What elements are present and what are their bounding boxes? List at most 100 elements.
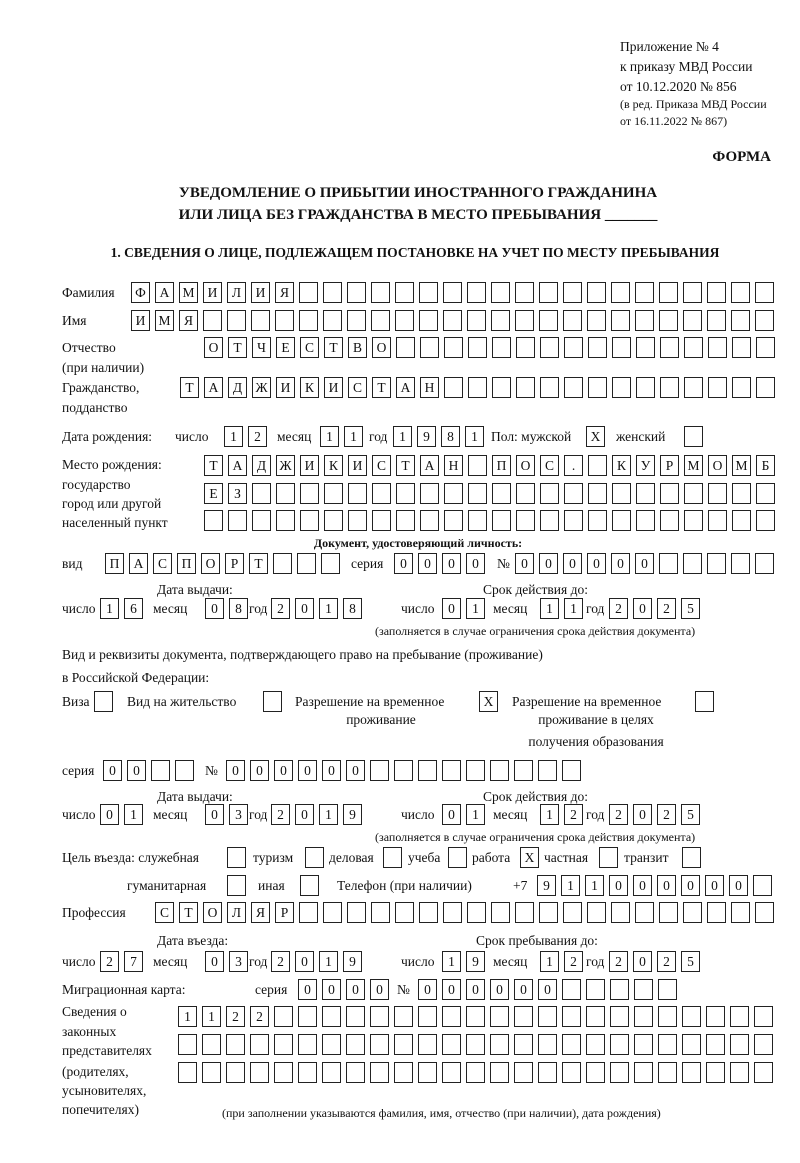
char-box[interactable] <box>754 1006 773 1027</box>
char-box[interactable]: Т <box>372 377 391 398</box>
char-box[interactable] <box>275 310 294 331</box>
checkbox-cell[interactable] <box>305 847 324 868</box>
char-box[interactable]: 2 <box>609 804 628 825</box>
char-box[interactable] <box>299 282 318 303</box>
char-box[interactable] <box>202 1062 221 1083</box>
char-box[interactable] <box>298 1034 317 1055</box>
char-box[interactable]: И <box>203 282 222 303</box>
char-box[interactable]: И <box>131 310 150 331</box>
char-box[interactable] <box>492 377 511 398</box>
char-box[interactable] <box>396 337 415 358</box>
char-box[interactable] <box>707 553 726 574</box>
char-box[interactable] <box>612 377 631 398</box>
char-box[interactable] <box>730 1062 749 1083</box>
char-box[interactable] <box>636 510 655 531</box>
char-box[interactable]: 0 <box>295 951 314 972</box>
char-box[interactable] <box>347 282 366 303</box>
char-box[interactable]: 1 <box>344 426 363 447</box>
char-box[interactable]: О <box>708 455 727 476</box>
char-box[interactable]: Ж <box>252 377 271 398</box>
char-box[interactable]: 2 <box>609 598 628 619</box>
char-box[interactable]: 0 <box>587 553 606 574</box>
char-box[interactable] <box>274 1062 293 1083</box>
char-box[interactable] <box>753 875 772 896</box>
char-box[interactable]: 0 <box>609 875 628 896</box>
char-box[interactable] <box>659 282 678 303</box>
char-box[interactable]: П <box>492 455 511 476</box>
char-box[interactable]: 2 <box>564 951 583 972</box>
char-box[interactable]: 0 <box>205 598 224 619</box>
char-box[interactable]: А <box>129 553 148 574</box>
char-box[interactable] <box>588 455 607 476</box>
char-box[interactable] <box>297 553 316 574</box>
char-box[interactable] <box>563 282 582 303</box>
char-box[interactable] <box>754 1034 773 1055</box>
char-box[interactable] <box>395 902 414 923</box>
char-box[interactable] <box>682 1006 701 1027</box>
char-box[interactable] <box>586 1006 605 1027</box>
char-box[interactable]: 0 <box>346 979 365 1000</box>
char-box[interactable]: М <box>684 455 703 476</box>
char-box[interactable] <box>371 310 390 331</box>
char-box[interactable] <box>610 1062 629 1083</box>
char-box[interactable] <box>563 902 582 923</box>
char-box[interactable]: 2 <box>248 426 267 447</box>
char-box[interactable]: 3 <box>229 804 248 825</box>
char-box[interactable] <box>419 282 438 303</box>
char-box[interactable] <box>418 1062 437 1083</box>
char-box[interactable]: 2 <box>226 1006 245 1027</box>
char-box[interactable] <box>731 310 750 331</box>
char-box[interactable]: 0 <box>633 804 652 825</box>
char-box[interactable] <box>538 1006 557 1027</box>
char-box[interactable] <box>755 282 774 303</box>
char-box[interactable] <box>706 1006 725 1027</box>
checkbox-cell[interactable] <box>94 691 113 712</box>
char-box[interactable] <box>732 510 751 531</box>
char-box[interactable] <box>298 1062 317 1083</box>
char-box[interactable]: 0 <box>729 875 748 896</box>
char-box[interactable]: Ф <box>131 282 150 303</box>
char-box[interactable] <box>708 510 727 531</box>
char-box[interactable]: 1 <box>466 598 485 619</box>
char-box[interactable] <box>467 902 486 923</box>
char-box[interactable] <box>419 310 438 331</box>
char-box[interactable] <box>370 1006 389 1027</box>
char-box[interactable] <box>420 483 439 504</box>
char-box[interactable] <box>444 483 463 504</box>
char-box[interactable]: 1 <box>202 1006 221 1027</box>
char-box[interactable]: И <box>251 282 270 303</box>
char-box[interactable] <box>539 310 558 331</box>
char-box[interactable]: Т <box>324 337 343 358</box>
char-box[interactable] <box>731 282 750 303</box>
char-box[interactable] <box>514 1062 533 1083</box>
char-box[interactable]: С <box>372 455 391 476</box>
char-box[interactable]: О <box>203 902 222 923</box>
char-box[interactable]: 0 <box>322 760 341 781</box>
char-box[interactable]: 9 <box>417 426 436 447</box>
char-box[interactable] <box>540 377 559 398</box>
char-box[interactable] <box>468 510 487 531</box>
char-box[interactable] <box>660 337 679 358</box>
char-box[interactable] <box>756 377 775 398</box>
char-box[interactable]: Р <box>660 455 679 476</box>
char-box[interactable]: 2 <box>657 598 676 619</box>
char-box[interactable]: И <box>276 377 295 398</box>
char-box[interactable]: 1 <box>319 951 338 972</box>
char-box[interactable] <box>468 483 487 504</box>
char-box[interactable]: 0 <box>490 979 509 1000</box>
char-box[interactable] <box>588 510 607 531</box>
char-box[interactable] <box>299 310 318 331</box>
char-box[interactable] <box>394 760 413 781</box>
char-box[interactable]: 0 <box>442 598 461 619</box>
char-box[interactable]: 0 <box>250 760 269 781</box>
char-box[interactable]: А <box>396 377 415 398</box>
char-box[interactable]: 2 <box>271 804 290 825</box>
char-box[interactable] <box>370 1062 389 1083</box>
